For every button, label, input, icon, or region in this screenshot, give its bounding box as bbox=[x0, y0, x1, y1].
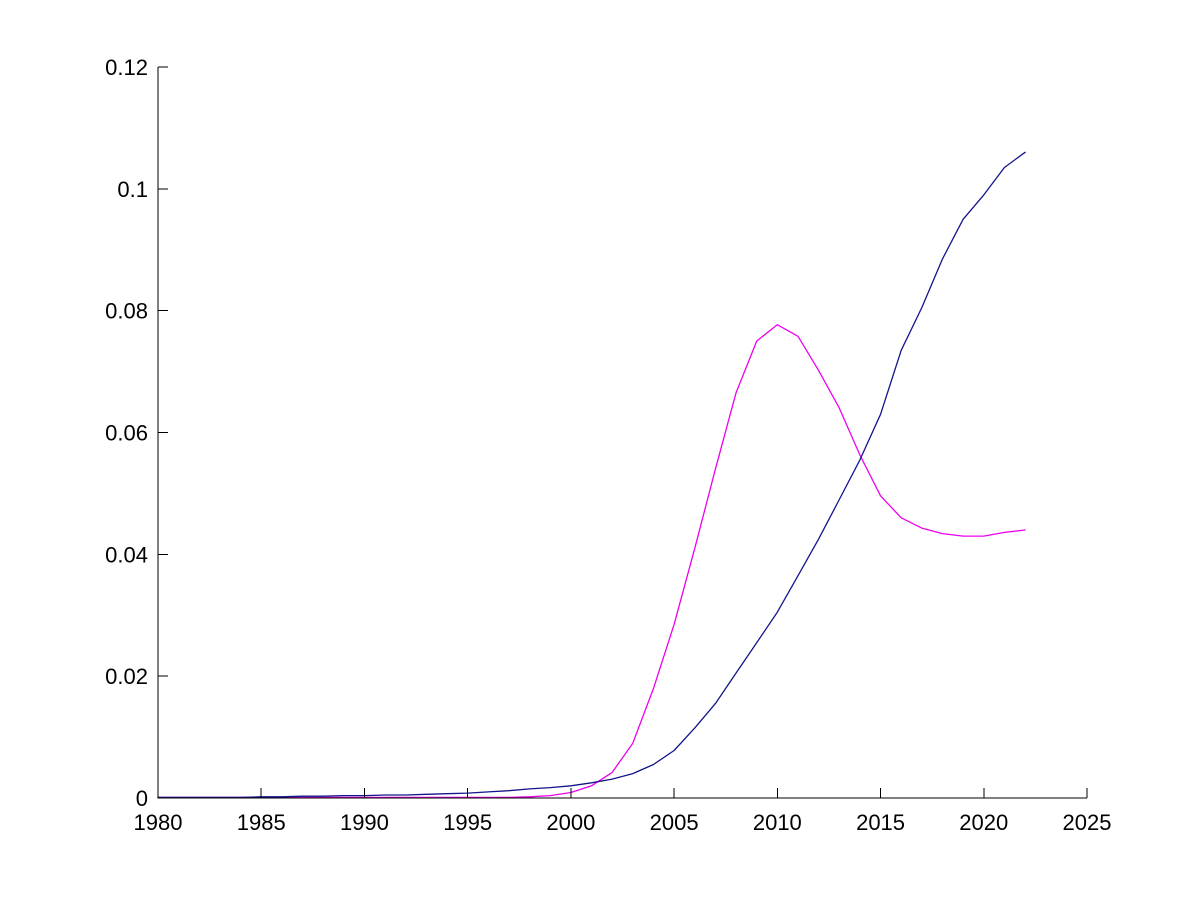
x-tick-label: 2015 bbox=[856, 810, 905, 835]
x-tick-label: 2005 bbox=[650, 810, 699, 835]
x-tick-label: 1980 bbox=[134, 810, 183, 835]
x-tick-label: 1990 bbox=[340, 810, 389, 835]
x-tick-label: 2000 bbox=[546, 810, 595, 835]
x-tick-label: 2025 bbox=[1063, 810, 1112, 835]
y-tick-label: 0.06 bbox=[105, 421, 148, 446]
x-tick-label: 2010 bbox=[753, 810, 802, 835]
x-tick-label: 2020 bbox=[959, 810, 1008, 835]
y-tick-label: 0.08 bbox=[105, 299, 148, 324]
magenta-line bbox=[157, 324, 1026, 799]
y-tick-label: 0 bbox=[136, 786, 148, 811]
blue-line bbox=[157, 151, 1026, 799]
x-tick-label: 1985 bbox=[237, 810, 286, 835]
y-tick-label: 0.1 bbox=[117, 177, 148, 202]
y-tick-label: 0.04 bbox=[105, 542, 148, 567]
axes-spines bbox=[157, 67, 1087, 799]
x-tick-label: 1995 bbox=[443, 810, 492, 835]
y-tick-label: 0.02 bbox=[105, 664, 148, 689]
y-tick-label: 0.12 bbox=[105, 55, 148, 80]
